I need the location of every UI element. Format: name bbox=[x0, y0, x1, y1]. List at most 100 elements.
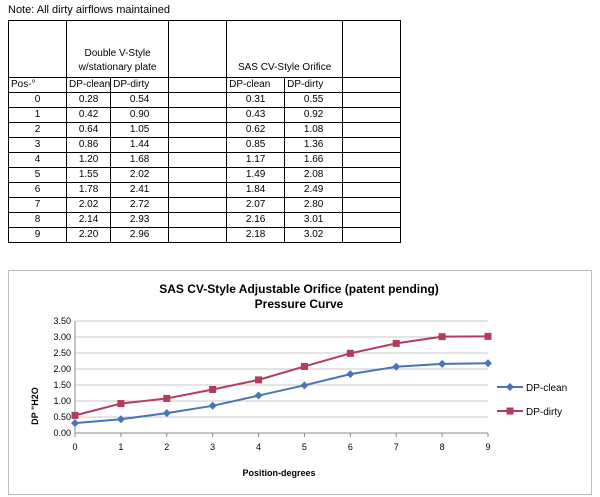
cell-g2-dirty: 1.08 bbox=[284, 122, 344, 138]
x-tick-label: 4 bbox=[256, 442, 261, 452]
cell-pos: 5 bbox=[8, 167, 67, 183]
cell-g1-clean: 1.20 bbox=[65, 152, 112, 168]
cell-pos: 9 bbox=[8, 227, 67, 243]
cell-g1-dirty: 1.68 bbox=[110, 152, 170, 168]
data-table: Double V-Style w/stationary plate SAS CV… bbox=[8, 20, 402, 243]
g1-dirty-header: DP-dirty bbox=[110, 77, 170, 93]
cell-g2-dirty: 2.49 bbox=[284, 182, 344, 198]
blank-cell bbox=[342, 182, 402, 198]
table-column-header-row: Pos-° DP-clean DP-dirty DP-clean DP-dirt… bbox=[8, 77, 402, 93]
cell-g2-dirty: 0.92 bbox=[284, 107, 344, 123]
group2-header: SAS CV-Style Orifice bbox=[226, 20, 344, 78]
x-tick-label: 9 bbox=[485, 442, 490, 452]
cell-g1-dirty: 1.44 bbox=[110, 137, 170, 153]
cell-pos: 3 bbox=[8, 137, 67, 153]
y-tick-label: 1.00 bbox=[53, 396, 71, 406]
table-body: 0 0.28 0.54 0.31 0.55 1 0.42 0.90 0.43 0.92 2 0.64 1… bbox=[8, 92, 402, 243]
cell-g1-clean: 0.28 bbox=[65, 92, 112, 108]
data-point-dp-dirty bbox=[209, 385, 217, 393]
cell-g1-clean: 0.42 bbox=[65, 107, 112, 123]
x-tick-label: 1 bbox=[118, 442, 123, 452]
x-axis-label: Position-degrees bbox=[242, 468, 315, 478]
blank-cell bbox=[168, 227, 228, 243]
cell-g1-dirty: 2.02 bbox=[110, 167, 170, 183]
cell-g1-dirty: 2.41 bbox=[110, 182, 170, 198]
series-dp-clean bbox=[71, 359, 492, 428]
data-point-dp-clean bbox=[346, 370, 355, 379]
blank-cell bbox=[168, 107, 228, 123]
y-tick-label: 2.50 bbox=[53, 348, 71, 358]
cell-pos: 2 bbox=[8, 122, 67, 138]
blank-cell bbox=[168, 212, 228, 228]
y-tick-label: 1.50 bbox=[53, 380, 71, 390]
cell-g2-clean: 2.07 bbox=[226, 197, 286, 213]
cell-g2-dirty: 2.08 bbox=[284, 167, 344, 183]
table-row: 7 2.02 2.72 2.07 2.80 bbox=[8, 197, 402, 213]
table-row: 1 0.42 0.90 0.43 0.92 bbox=[8, 107, 402, 123]
cell-g2-dirty: 0.55 bbox=[284, 92, 344, 108]
data-point-dp-dirty bbox=[392, 339, 400, 347]
g2-clean-header: DP-clean bbox=[226, 77, 286, 93]
g1-clean-header: DP-clean bbox=[65, 77, 112, 93]
cell-g1-clean: 0.86 bbox=[65, 137, 112, 153]
cell-pos: 8 bbox=[8, 212, 67, 228]
data-point-dp-clean bbox=[254, 391, 263, 400]
table-row: 3 0.86 1.44 0.85 1.36 bbox=[8, 137, 402, 153]
data-point-dp-clean bbox=[162, 409, 171, 418]
data-point-dp-clean bbox=[208, 401, 217, 410]
blank-cell bbox=[168, 92, 228, 108]
table-row: 9 2.20 2.96 2.18 3.02 bbox=[8, 227, 402, 243]
x-tick-label: 6 bbox=[348, 442, 353, 452]
y-axis-label: DP "H2O bbox=[30, 387, 40, 425]
blank-cell bbox=[342, 212, 402, 228]
blank-cell bbox=[342, 197, 402, 213]
series-layer bbox=[71, 332, 492, 428]
data-point-dp-clean bbox=[116, 415, 125, 424]
x-tick-label: 0 bbox=[72, 442, 77, 452]
data-point-dp-dirty bbox=[484, 332, 492, 340]
blank-cell bbox=[168, 77, 228, 93]
series-dp-dirty bbox=[71, 332, 492, 419]
blank-cell bbox=[168, 182, 228, 198]
blank-cell bbox=[342, 137, 402, 153]
table-row: 5 1.55 2.02 1.49 2.08 bbox=[8, 167, 402, 183]
cell-pos: 7 bbox=[8, 197, 67, 213]
data-point-dp-clean bbox=[484, 359, 492, 368]
cell-g1-dirty: 2.96 bbox=[110, 227, 170, 243]
pressure-curve-chart: SAS CV-Style Adjustable Orifice (patent … bbox=[30, 282, 567, 478]
blank-cell bbox=[168, 152, 228, 168]
cell-g1-clean: 1.55 bbox=[65, 167, 112, 183]
cell-g2-dirty: 2.80 bbox=[284, 197, 344, 213]
blank-cell bbox=[342, 122, 402, 138]
cell-g1-clean: 2.20 bbox=[65, 227, 112, 243]
cell-g1-clean: 0.64 bbox=[65, 122, 112, 138]
chart-title: SAS CV-Style Adjustable Orifice (patent … bbox=[159, 282, 439, 296]
y-tick-label: 0.00 bbox=[53, 428, 71, 438]
table-row: 6 1.78 2.41 1.84 2.49 bbox=[8, 182, 402, 198]
blank-cell bbox=[342, 92, 402, 108]
blank-cell bbox=[342, 107, 402, 123]
cell-g2-dirty: 3.01 bbox=[284, 212, 344, 228]
cell-pos: 4 bbox=[8, 152, 67, 168]
cell-g2-clean: 1.84 bbox=[226, 182, 286, 198]
data-point-dp-dirty bbox=[255, 376, 263, 384]
legend-swatch-marker-dp-clean bbox=[506, 383, 514, 391]
blank-cell bbox=[342, 227, 402, 243]
cell-g1-dirty: 2.72 bbox=[110, 197, 170, 213]
cell-g2-clean: 0.85 bbox=[226, 137, 286, 153]
cell-pos: 0 bbox=[8, 92, 67, 108]
cell-g2-clean: 1.49 bbox=[226, 167, 286, 183]
axis-layer: 0.00 0.50 1.00 1.50 2.00 2.50 3.00 3.50 0 1 2 3 4 5 6 7… bbox=[53, 316, 490, 452]
blank-cell bbox=[342, 152, 402, 168]
series-line-dp-dirty bbox=[74, 335, 489, 417]
cell-g1-dirty: 2.93 bbox=[110, 212, 170, 228]
data-point-dp-dirty bbox=[300, 362, 308, 370]
blank-cell bbox=[342, 167, 402, 183]
chart-subtitle: Pressure Curve bbox=[255, 297, 344, 311]
data-point-dp-clean bbox=[300, 381, 309, 390]
table-group-header-row: Double V-Style w/stationary plate SAS CV… bbox=[8, 20, 402, 78]
table-row: 4 1.20 1.68 1.17 1.66 bbox=[8, 152, 402, 168]
data-point-dp-dirty bbox=[163, 394, 171, 402]
data-point-dp-clean bbox=[71, 419, 79, 428]
data-point-dp-dirty bbox=[71, 411, 79, 419]
